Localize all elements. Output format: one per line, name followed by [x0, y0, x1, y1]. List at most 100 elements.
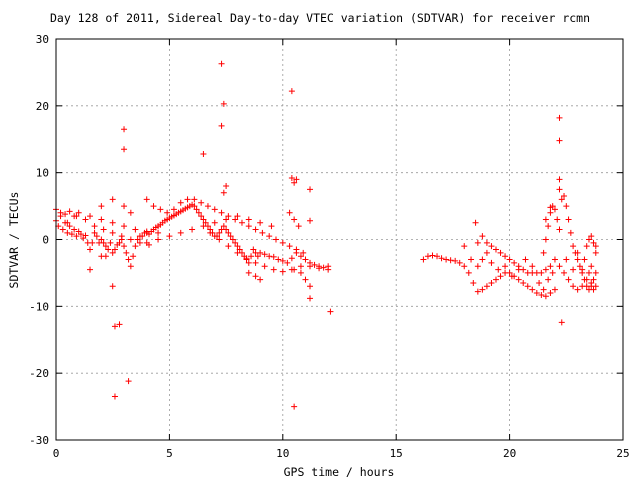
- data-point: [538, 269, 545, 276]
- data-point: [547, 204, 554, 211]
- data-point: [107, 239, 114, 246]
- data-point: [127, 209, 134, 216]
- data-point: [479, 286, 486, 293]
- data-point: [193, 206, 200, 213]
- data-point: [71, 226, 78, 233]
- data-point: [447, 257, 454, 264]
- data-point: [551, 256, 558, 263]
- x-axis-label: GPS time / hours: [284, 465, 395, 479]
- data-point: [250, 246, 257, 253]
- data-point: [220, 223, 227, 230]
- data-point: [111, 393, 118, 400]
- data-point: [540, 286, 547, 293]
- data-point: [311, 261, 318, 268]
- data-point: [590, 276, 597, 283]
- data-point: [82, 216, 89, 223]
- data-point: [75, 209, 82, 216]
- data-point: [545, 276, 552, 283]
- data-point: [245, 223, 252, 230]
- x-tick-labels: 0 5 10 15 20 25: [53, 447, 630, 460]
- data-point: [502, 263, 509, 270]
- data-point: [132, 243, 139, 250]
- data-point: [118, 233, 125, 240]
- data-point: [542, 266, 549, 273]
- data-point: [116, 239, 123, 246]
- data-point: [456, 259, 463, 266]
- data-point: [320, 264, 327, 271]
- data-point: [551, 206, 558, 213]
- data-point: [177, 199, 184, 206]
- data-point: [211, 219, 218, 226]
- data-point: [234, 213, 241, 220]
- data-point: [291, 403, 298, 410]
- axis-ticks: [55, 38, 624, 441]
- data-point: [87, 213, 94, 220]
- data-point: [302, 276, 309, 283]
- data-point: [574, 256, 581, 263]
- data-point: [98, 216, 105, 223]
- y-tick-label: -20: [29, 367, 49, 380]
- data-point: [307, 283, 314, 290]
- data-point: [583, 243, 590, 250]
- data-point: [297, 263, 304, 270]
- data-point: [111, 323, 118, 330]
- data-point: [102, 253, 109, 260]
- data-point: [424, 253, 431, 260]
- data-point: [547, 289, 554, 296]
- data-point: [524, 283, 531, 290]
- data-point: [438, 255, 445, 262]
- data-point: [252, 259, 259, 266]
- data-point: [472, 219, 479, 226]
- data-point: [291, 179, 298, 186]
- data-point: [200, 223, 207, 230]
- data-point: [123, 249, 130, 256]
- data-point: [483, 283, 490, 290]
- y-tick-label: 30: [36, 33, 49, 46]
- data-point: [225, 229, 232, 236]
- data-point: [547, 209, 554, 216]
- data-point: [316, 265, 323, 272]
- data-point: [155, 229, 162, 236]
- data-point: [474, 288, 481, 295]
- data-point: [139, 233, 146, 240]
- data-point: [515, 276, 522, 283]
- data-point: [291, 266, 298, 273]
- data-point: [508, 273, 515, 280]
- data-point: [245, 259, 252, 266]
- data-point: [184, 196, 191, 203]
- data-point: [204, 203, 211, 210]
- data-point: [474, 239, 481, 246]
- data-point: [98, 203, 105, 210]
- data-point: [497, 249, 504, 256]
- data-point: [515, 266, 522, 273]
- data-point: [574, 286, 581, 293]
- data-point: [254, 253, 261, 260]
- data-point: [191, 203, 198, 210]
- data-point: [536, 279, 543, 286]
- data-point: [592, 249, 599, 256]
- data-point: [579, 266, 586, 273]
- y-tick-labels: -30 -20 -10 0 10 20 30: [29, 33, 49, 447]
- y-tick-label: 10: [36, 167, 49, 180]
- data-point: [590, 286, 597, 293]
- data-point: [479, 233, 486, 240]
- data-point: [307, 186, 314, 193]
- data-point: [109, 283, 116, 290]
- data-point: [270, 266, 277, 273]
- data-point: [207, 229, 214, 236]
- data-point: [125, 378, 132, 385]
- data-point: [286, 209, 293, 216]
- data-point: [291, 216, 298, 223]
- data-point: [588, 233, 595, 240]
- data-point: [585, 236, 592, 243]
- data-point: [483, 239, 490, 246]
- data-point: [109, 249, 116, 256]
- data-point: [495, 266, 502, 273]
- data-point: [68, 231, 75, 238]
- x-tick-label: 25: [616, 447, 629, 460]
- data-point: [143, 196, 150, 203]
- data-point: [177, 229, 184, 236]
- data-point: [533, 289, 540, 296]
- data-point: [468, 256, 475, 263]
- data-point: [121, 223, 128, 230]
